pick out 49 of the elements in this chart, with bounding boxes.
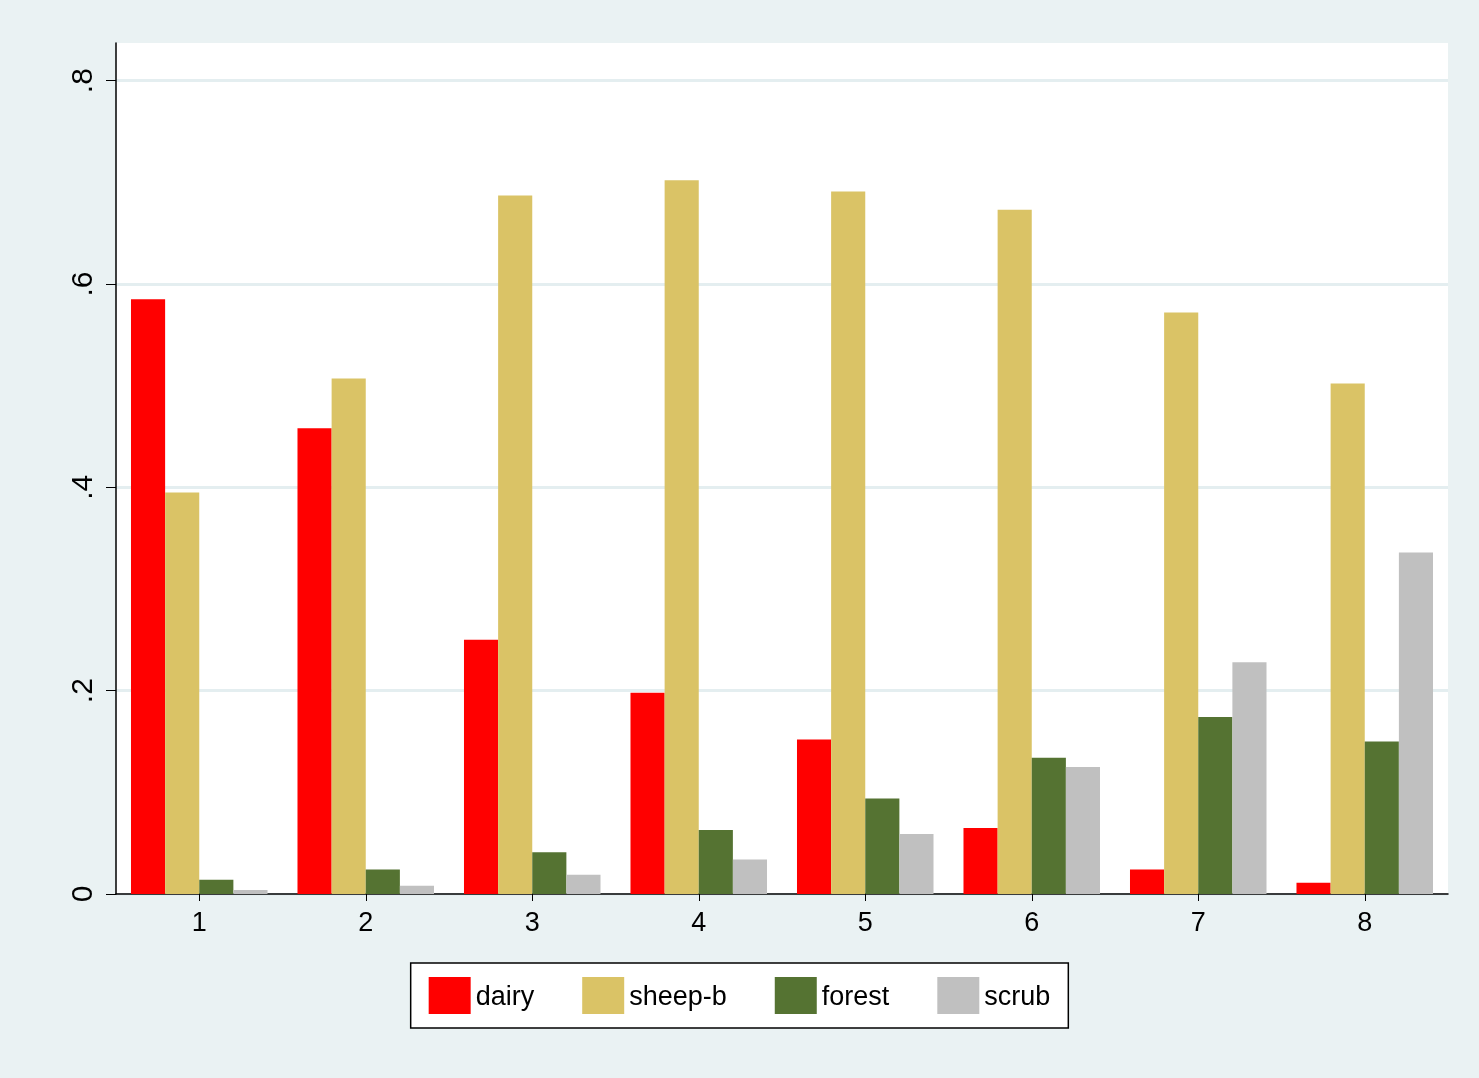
x-tick-label: 2 (358, 906, 374, 937)
bar (899, 834, 934, 894)
bar (1129, 869, 1165, 894)
legend-label: forest (821, 980, 890, 1011)
bar (399, 885, 435, 894)
bar (630, 692, 665, 894)
bar (1164, 312, 1199, 894)
legend-label: sheep-b (629, 980, 727, 1011)
x-tick-label: 5 (857, 906, 873, 937)
bar (997, 209, 1032, 894)
bar (532, 852, 567, 894)
y-tick-label: .2 (64, 678, 98, 704)
y-tick-label: .8 (64, 68, 98, 94)
y-tick-label: .6 (64, 271, 98, 297)
bar (566, 874, 601, 894)
x-tick-label: 3 (524, 906, 540, 937)
bar (1031, 757, 1066, 894)
bar (199, 879, 234, 894)
x-tick-label: 7 (1190, 906, 1206, 937)
legend-label: dairy (475, 980, 535, 1011)
bar (1330, 383, 1365, 894)
bar (831, 191, 866, 894)
bar (865, 798, 900, 894)
bar (1232, 662, 1267, 894)
bar (1296, 882, 1331, 894)
x-tick-label: 4 (691, 906, 707, 937)
bar (963, 827, 998, 894)
bar (365, 869, 400, 894)
bar (463, 639, 499, 894)
bar (331, 378, 366, 894)
bar (1398, 552, 1434, 894)
x-tick-label: 8 (1357, 906, 1373, 937)
bar (1364, 741, 1399, 894)
bar (664, 180, 699, 894)
legend-label: scrub (984, 980, 1051, 1011)
bar (297, 428, 332, 894)
x-tick-label: 6 (1024, 906, 1040, 937)
x-tick-label: 1 (191, 906, 207, 937)
bar (796, 739, 832, 894)
y-tick-label: .4 (64, 474, 98, 500)
bar (165, 492, 200, 894)
bar (130, 299, 166, 894)
bar (1198, 717, 1233, 894)
bar (698, 829, 733, 894)
bar (498, 195, 533, 894)
bar (1065, 766, 1101, 894)
y-tick-label: 0 (64, 885, 98, 903)
bar (233, 889, 268, 894)
bar (732, 859, 768, 894)
